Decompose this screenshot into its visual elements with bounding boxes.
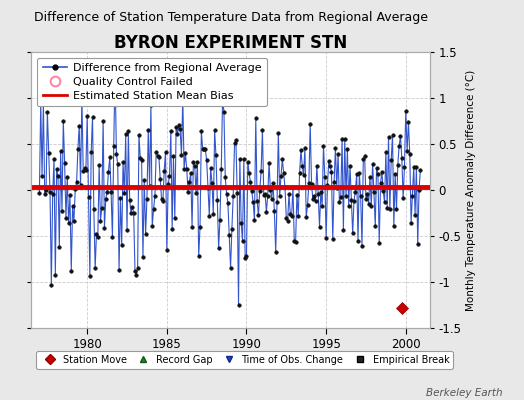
Text: Berkeley Earth: Berkeley Earth — [427, 388, 503, 398]
Text: Difference of Station Temperature Data from Regional Average: Difference of Station Temperature Data f… — [34, 11, 428, 24]
Y-axis label: Monthly Temperature Anomaly Difference (°C): Monthly Temperature Anomaly Difference (… — [466, 69, 476, 311]
Legend: Station Move, Record Gap, Time of Obs. Change, Empirical Break: Station Move, Record Gap, Time of Obs. C… — [36, 351, 453, 369]
Title: BYRON EXPERIMENT STN: BYRON EXPERIMENT STN — [114, 34, 347, 52]
